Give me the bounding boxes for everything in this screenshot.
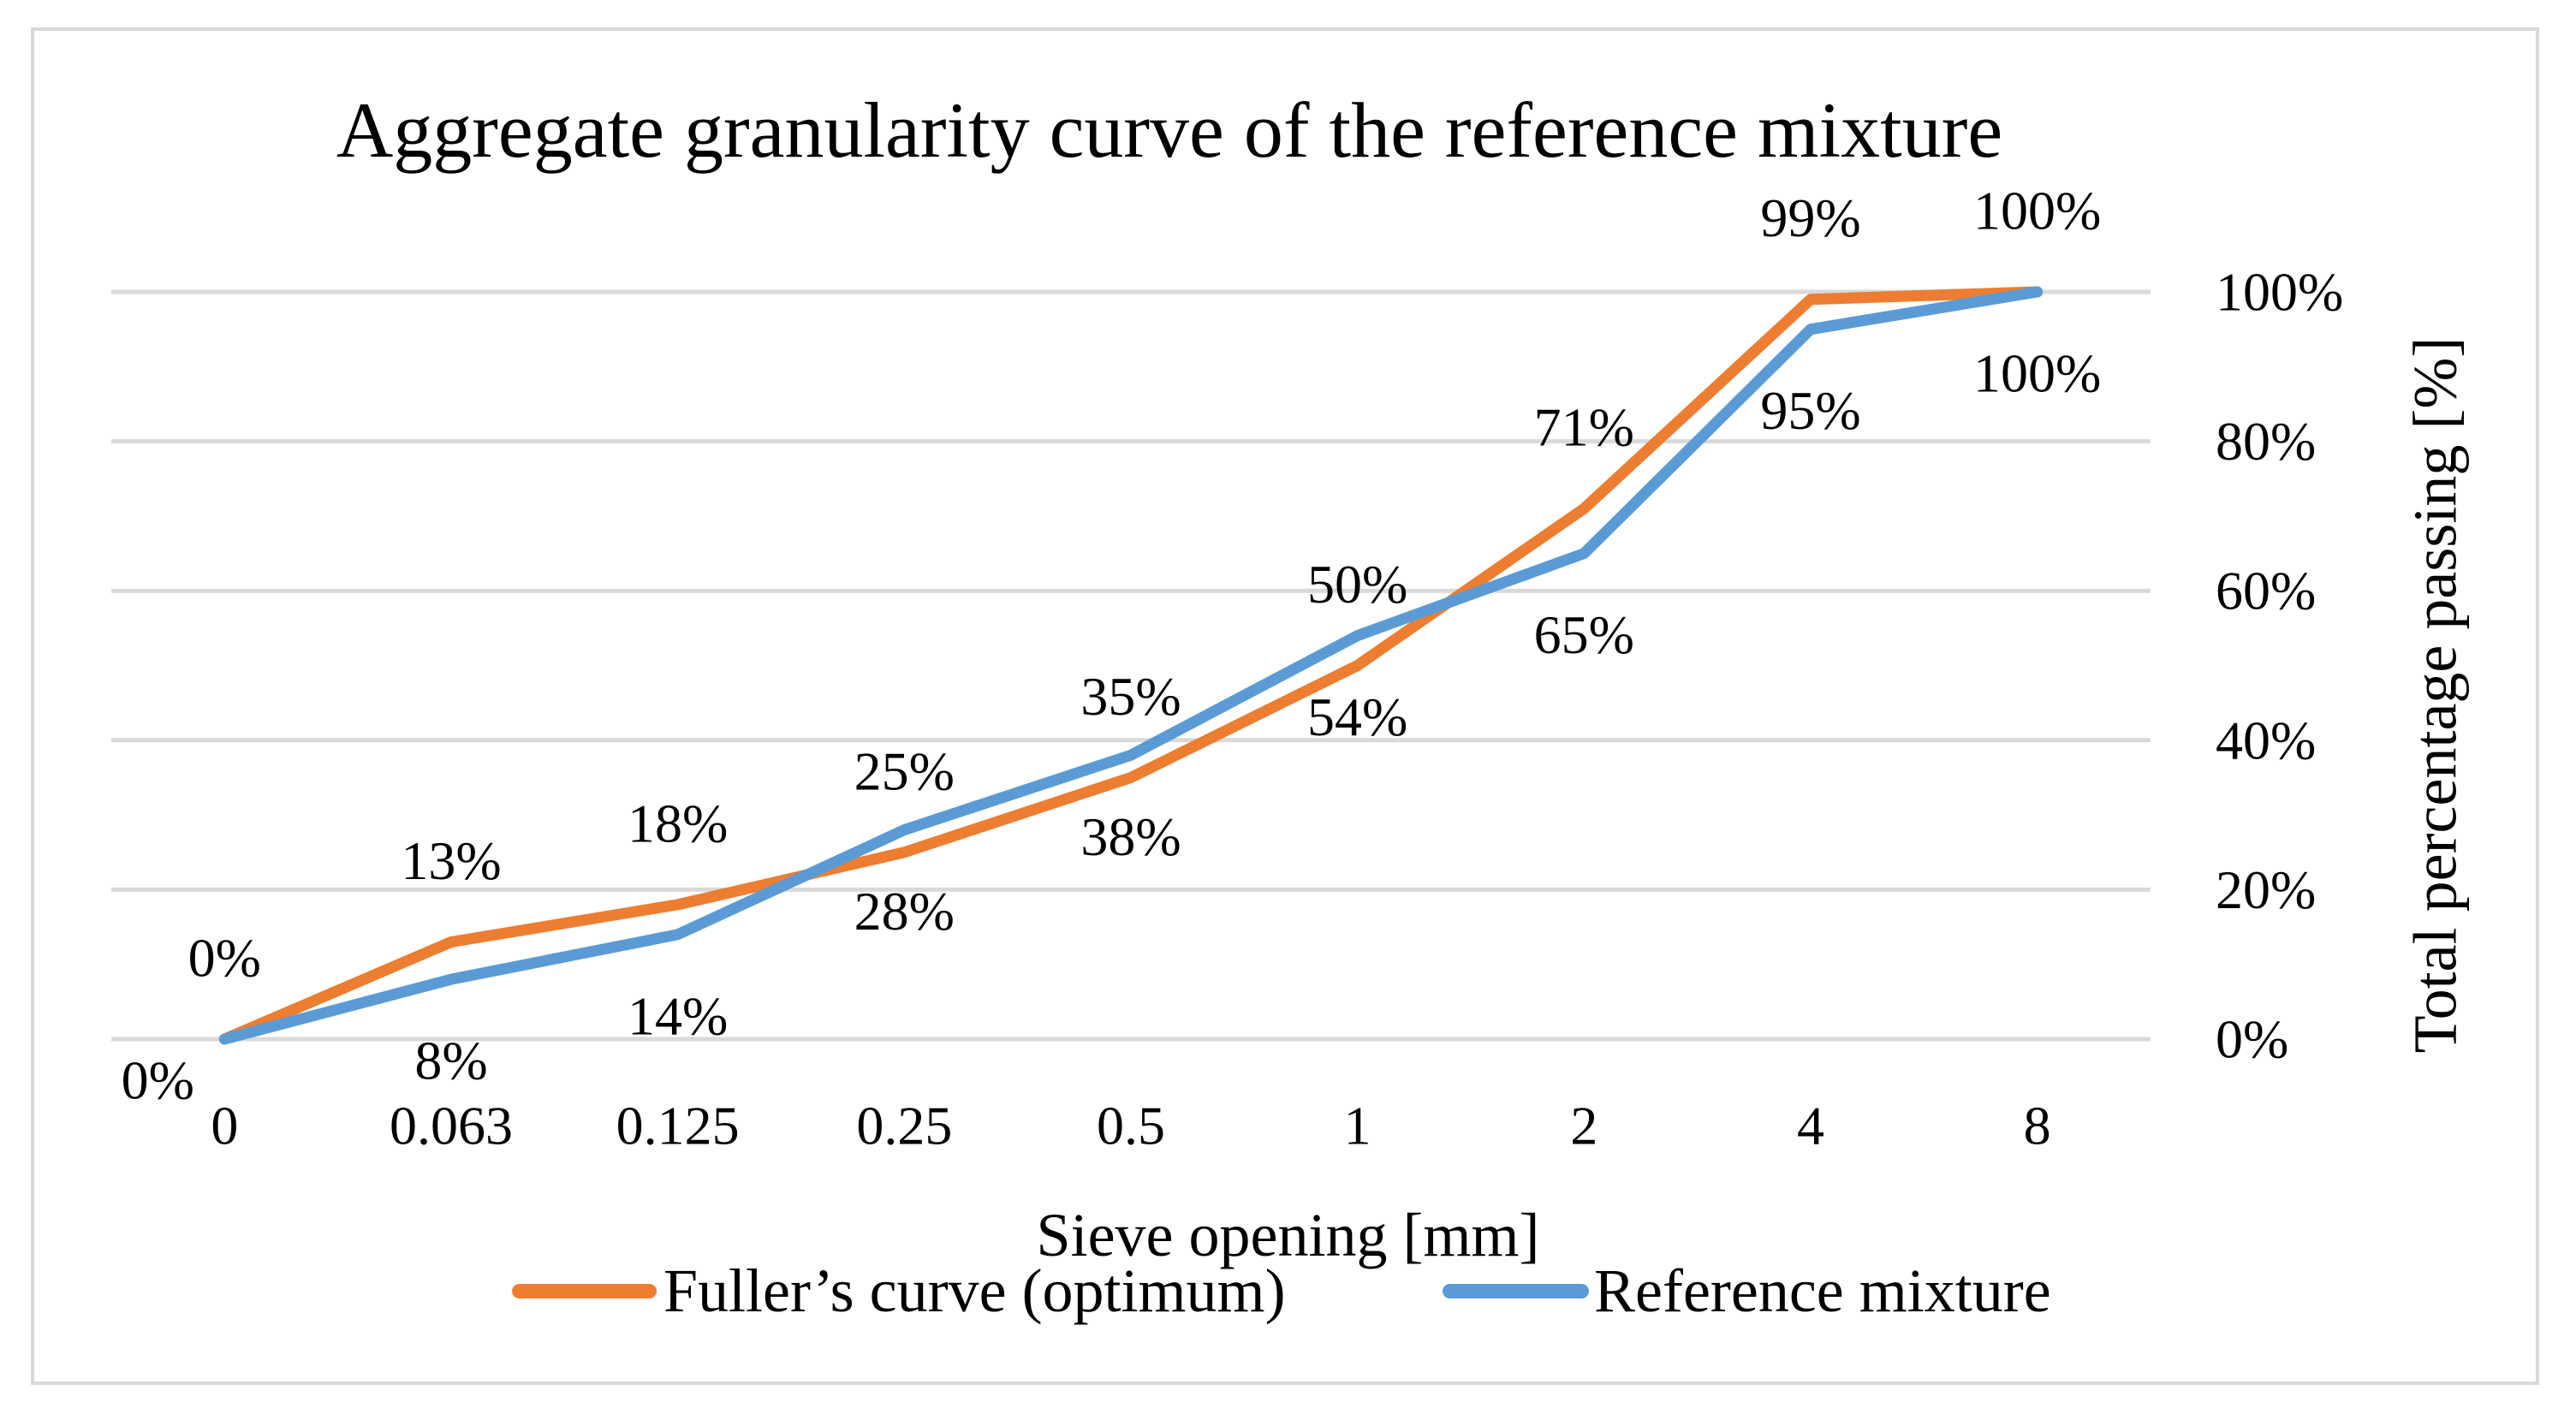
x-axis-tick-label: 1 [1344, 1096, 1371, 1156]
y-axis-tick-label: 60% [2216, 561, 2316, 621]
data-label: 100% [1973, 343, 2101, 404]
data-label: 13% [401, 830, 501, 891]
series-line-reference-mixture [218, 286, 2044, 1045]
data-label: 0% [188, 928, 261, 989]
data-label: 28% [854, 881, 955, 942]
x-axis-tick-label: 0.063 [390, 1096, 513, 1156]
legend-label-reference-mixture: Reference mixture [1594, 1256, 2051, 1325]
series-line-fullers-curve [218, 286, 2044, 1045]
x-axis-tick-label: 0.5 [1097, 1096, 1165, 1156]
y-axis-tick-label: 80% [2216, 411, 2316, 472]
y-axis-tick-label: 100% [2216, 262, 2343, 323]
data-label: 65% [1534, 604, 1634, 665]
chart-border [31, 27, 2539, 1385]
legend-item-fullers-curve: Fuller’s curve (optimum) [512, 1257, 1286, 1325]
data-label: 71% [1534, 397, 1634, 458]
y-axis-title: Total percentage passing [%] [2400, 336, 2470, 1054]
data-label: 100% [1973, 181, 2101, 241]
chart-title: Aggregate granularity curve of the refer… [336, 86, 2003, 174]
legend-swatch-reference-mixture [1443, 1283, 1589, 1298]
data-label: 18% [628, 793, 728, 853]
data-label: 14% [628, 985, 728, 1046]
x-axis-tick-label: 8 [2024, 1096, 2051, 1156]
x-axis-tick-label: 0.125 [616, 1096, 740, 1156]
data-label: 54% [1307, 686, 1407, 747]
x-axis-tick-label: 2 [1570, 1096, 1597, 1156]
legend-swatch-fullers-curve [512, 1283, 657, 1298]
data-label: 0% [122, 1050, 194, 1111]
data-label: 35% [1080, 666, 1181, 727]
data-label: 8% [414, 1031, 487, 1091]
y-axis-tick-label: 40% [2216, 710, 2316, 770]
x-axis-tick-label: 0.25 [856, 1096, 952, 1156]
y-axis-tick-label: 0% [2216, 1009, 2288, 1070]
data-label: 95% [1760, 380, 1860, 441]
data-label: 38% [1080, 806, 1181, 867]
data-label: 99% [1760, 187, 1860, 248]
legend-label-fullers-curve: Fuller’s curve (optimum) [663, 1256, 1286, 1325]
x-axis-title: Sieve opening [mm] [1036, 1201, 1540, 1269]
y-axis-tick-label: 20% [2216, 859, 2316, 920]
legend-item-reference-mixture: Reference mixture [1443, 1257, 2051, 1325]
x-axis-tick-label: 0 [211, 1096, 238, 1156]
data-label: 25% [854, 740, 955, 801]
data-label: 50% [1307, 554, 1407, 615]
x-axis-tick-label: 4 [1797, 1096, 1824, 1156]
